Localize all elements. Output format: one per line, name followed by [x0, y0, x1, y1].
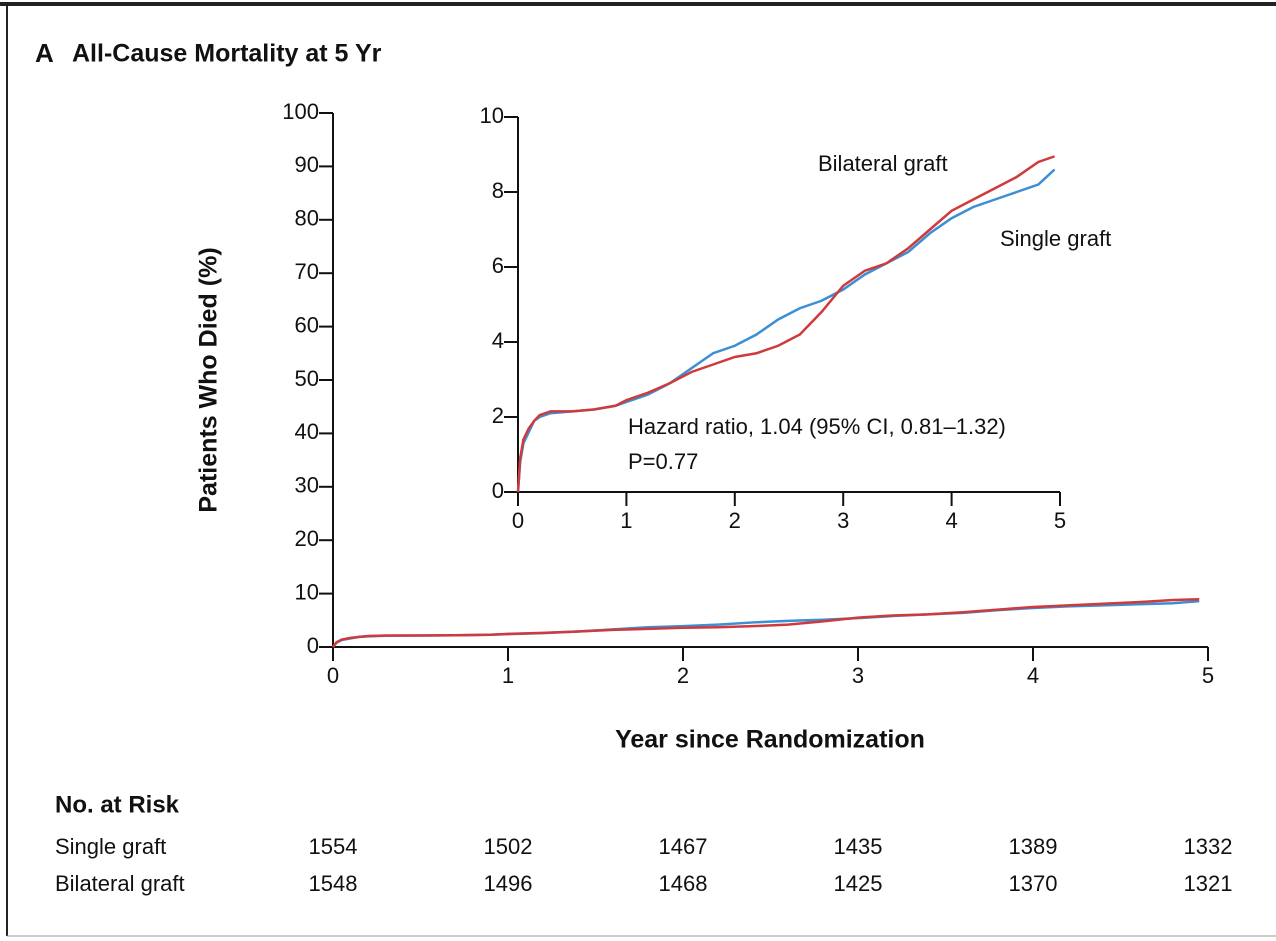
- x-tick-label: 3: [837, 508, 849, 533]
- y-tick-label: 60: [295, 312, 319, 337]
- y-tick-label: 0: [307, 633, 319, 658]
- risk-count: 1467: [659, 834, 708, 859]
- x-tick-label: 2: [729, 508, 741, 533]
- y-tick-label: 90: [295, 152, 319, 177]
- chart-title: All-Cause Mortality at 5 Yr: [72, 40, 382, 68]
- y-tick-label: 10: [480, 103, 504, 128]
- risk-count: 1321: [1184, 871, 1233, 896]
- risk-count: 1468: [659, 871, 708, 896]
- km-curve: [516, 168, 1056, 493]
- risk-row-label: Single graft: [55, 834, 166, 859]
- panel-label: A: [35, 38, 54, 68]
- y-tick-label: 0: [492, 478, 504, 503]
- risk-count: 1502: [484, 834, 533, 859]
- x-tick-label: 1: [502, 663, 514, 688]
- y-tick-label: 30: [295, 473, 319, 498]
- y-tick-label: 50: [295, 366, 319, 391]
- km-curve: [331, 597, 1200, 648]
- x-tick-label: 3: [852, 663, 864, 688]
- y-tick-label: 70: [295, 259, 319, 284]
- y-tick-label: 80: [295, 206, 319, 231]
- risk-count: 1548: [309, 871, 358, 896]
- annotation: Hazard ratio, 1.04 (95% CI, 0.81–1.32): [628, 414, 1006, 439]
- risk-count: 1332: [1184, 834, 1233, 859]
- x-tick-label: 5: [1054, 508, 1066, 533]
- y-tick-label: 4: [492, 328, 504, 353]
- x-tick-label: 4: [1027, 663, 1039, 688]
- y-tick-label: 10: [295, 579, 319, 604]
- x-tick-label: 0: [327, 663, 339, 688]
- series-label: Bilateral graft: [818, 151, 948, 176]
- x-tick-label: 0: [512, 508, 524, 533]
- x-tick-label: 4: [945, 508, 957, 533]
- x-tick-label: 1: [620, 508, 632, 533]
- risk-count: 1496: [484, 871, 533, 896]
- km-curve: [332, 599, 1200, 648]
- y-tick-label: 100: [282, 99, 319, 124]
- y-tick-label: 8: [492, 178, 504, 203]
- series-label: Single graft: [1000, 226, 1111, 251]
- y-tick-label: 40: [295, 419, 319, 444]
- x-tick-label: 5: [1202, 663, 1214, 688]
- risk-count: 1389: [1009, 834, 1058, 859]
- inset-background: [440, 100, 1200, 550]
- risk-table-title: No. at Risk: [55, 791, 180, 818]
- risk-count: 1554: [309, 834, 358, 859]
- y-tick-label: 20: [295, 526, 319, 551]
- y-tick-label: 6: [492, 253, 504, 278]
- x-axis-label: Year since Randomization: [615, 726, 925, 754]
- y-tick-label: 2: [492, 403, 504, 428]
- km-curve: [516, 155, 1055, 493]
- x-tick-label: 2: [677, 663, 689, 688]
- risk-row-label: Bilateral graft: [55, 871, 185, 896]
- risk-count: 1435: [834, 834, 883, 859]
- risk-count: 1425: [834, 871, 883, 896]
- top-border: [0, 2, 1276, 6]
- y-axis-label: Patients Who Died (%): [195, 247, 223, 512]
- risk-count: 1370: [1009, 871, 1058, 896]
- annotation: P=0.77: [628, 449, 698, 474]
